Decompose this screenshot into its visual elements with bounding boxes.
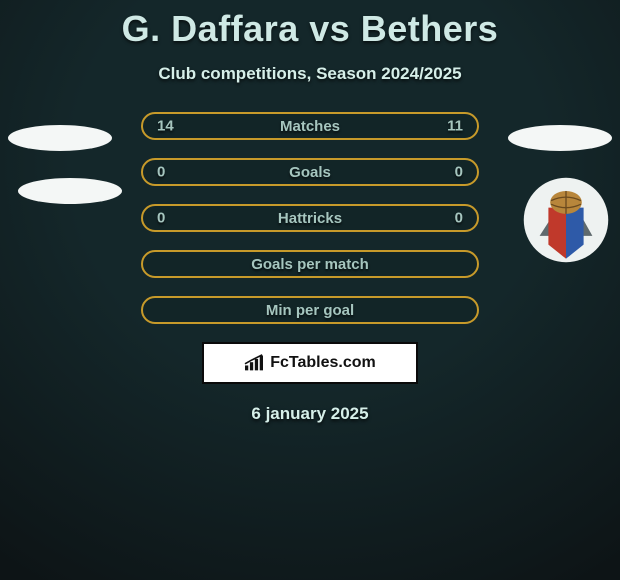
stat-left-value: 0 <box>157 210 165 227</box>
stat-row-goals: 0 Goals 0 <box>141 158 479 186</box>
brand-box[interactable]: FcTables.com <box>202 342 418 384</box>
stat-row-matches: 14 Matches 11 <box>141 112 479 140</box>
stat-left-value: 14 <box>157 118 174 135</box>
player-left-photo-placeholder-2 <box>18 178 122 204</box>
stat-row-hattricks: 0 Hattricks 0 <box>141 204 479 232</box>
date-text: 6 january 2025 <box>251 404 368 424</box>
stat-label: Goals <box>289 164 331 181</box>
player-left-photo-placeholder-1 <box>8 125 112 151</box>
brand-text: FcTables.com <box>270 354 376 372</box>
bar-chart-icon <box>244 354 264 372</box>
stat-label: Matches <box>280 118 340 135</box>
page-title: G. Daffara vs Bethers <box>122 8 499 50</box>
stat-label: Hattricks <box>278 210 342 227</box>
stat-label: Goals per match <box>251 256 369 273</box>
stat-left-value: 0 <box>157 164 165 181</box>
page-subtitle: Club competitions, Season 2024/2025 <box>158 64 461 84</box>
stat-right-value: 0 <box>455 164 463 181</box>
club-badge-icon <box>522 176 610 264</box>
stat-row-goals-per-match: Goals per match <box>141 250 479 278</box>
player-right-photo-placeholder <box>508 125 612 151</box>
stat-label: Min per goal <box>266 302 354 319</box>
stat-row-min-per-goal: Min per goal <box>141 296 479 324</box>
stat-right-value: 11 <box>447 118 463 135</box>
stat-right-value: 0 <box>455 210 463 227</box>
